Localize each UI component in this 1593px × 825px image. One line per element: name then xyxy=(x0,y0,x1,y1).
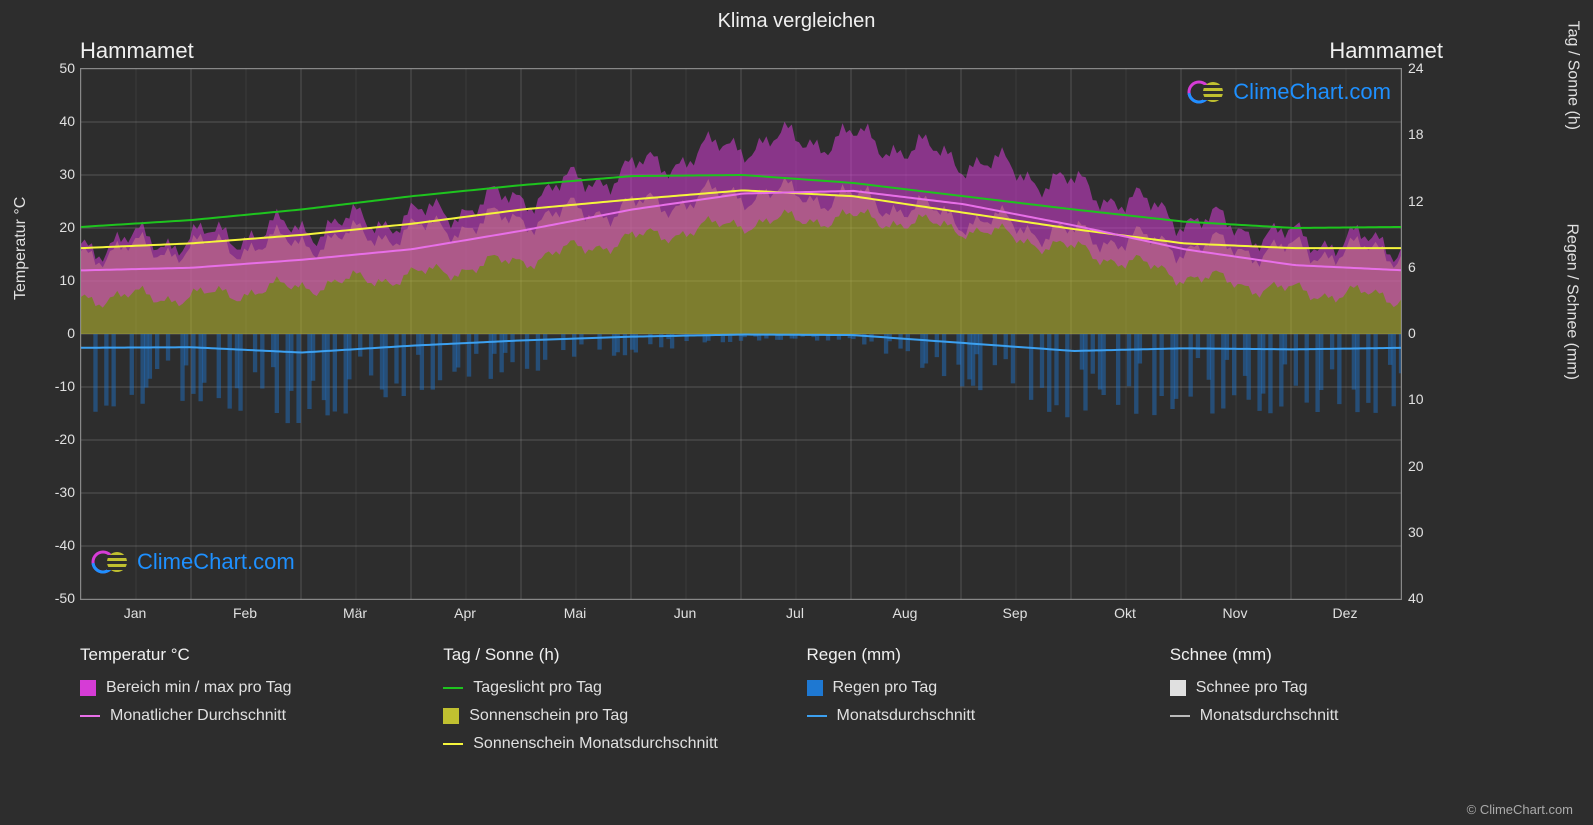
location-right-label: Hammamet xyxy=(1329,38,1443,64)
ytick-left: 50 xyxy=(35,60,75,76)
legend-item: Schnee pro Tag xyxy=(1170,679,1513,697)
ytick-right: 10 xyxy=(1408,391,1424,407)
chart-title: Klima vergleichen xyxy=(0,0,1593,33)
legend-item: Bereich min / max pro Tag xyxy=(80,679,423,697)
plot-area: ClimeChart.com ClimeChart.com xyxy=(80,68,1402,600)
swatch-box-icon xyxy=(443,708,459,724)
copyright-label: © ClimeChart.com xyxy=(1467,802,1573,817)
legend-item-label: Regen pro Tag xyxy=(833,679,938,697)
legend-item-label: Sonnenschein Monatsdurchschnitt xyxy=(473,735,718,753)
ytick-left: -20 xyxy=(35,431,75,447)
ytick-left: -30 xyxy=(35,484,75,500)
legend-item-label: Monatsdurchschnitt xyxy=(837,707,976,725)
ytick-right: 40 xyxy=(1408,590,1424,606)
legend-item-label: Monatlicher Durchschnitt xyxy=(110,707,286,725)
xtick: Jul xyxy=(786,605,804,621)
ytick-left: -50 xyxy=(35,590,75,606)
ytick-left: -10 xyxy=(35,378,75,394)
legend-item: Sonnenschein Monatsdurchschnitt xyxy=(443,735,786,753)
legend-item-label: Monatsdurchschnitt xyxy=(1200,707,1339,725)
xtick: Sep xyxy=(1003,605,1028,621)
legend-item-label: Tageslicht pro Tag xyxy=(473,679,602,697)
watermark-top: ClimeChart.com xyxy=(1187,77,1391,107)
legend-group: Tag / Sonne (h) Tageslicht pro Tag Sonnens… xyxy=(443,645,786,753)
xtick: Jan xyxy=(124,605,147,621)
ytick-left: 30 xyxy=(35,166,75,182)
legend-group-title: Regen (mm) xyxy=(807,645,1150,665)
ytick-left: 20 xyxy=(35,219,75,235)
swatch-line-icon xyxy=(1170,715,1190,717)
xtick: Aug xyxy=(893,605,918,621)
ytick-right: 20 xyxy=(1408,458,1424,474)
legend-group-title: Temperatur °C xyxy=(80,645,423,665)
legend-group: Schnee (mm) Schnee pro Tag Monatsdurchschn… xyxy=(1170,645,1513,753)
ytick-right: 30 xyxy=(1408,524,1424,540)
swatch-box-icon xyxy=(80,680,96,696)
swatch-line-icon xyxy=(807,715,827,717)
legend-item: Monatlicher Durchschnitt xyxy=(80,707,423,725)
ytick-right: 18 xyxy=(1408,126,1424,142)
legend-item: Monatsdurchschnitt xyxy=(1170,707,1513,725)
xtick: Okt xyxy=(1114,605,1136,621)
legend-item-label: Schnee pro Tag xyxy=(1196,679,1308,697)
legend: Temperatur °C Bereich min / max pro Tag Mo… xyxy=(80,645,1513,753)
xtick: Apr xyxy=(454,605,476,621)
logo-icon xyxy=(1187,77,1227,107)
watermark-brand-top: ClimeChart.com xyxy=(1233,79,1391,105)
watermark-brand-bottom: ClimeChart.com xyxy=(137,549,295,575)
xtick: Jun xyxy=(674,605,697,621)
legend-item: Tageslicht pro Tag xyxy=(443,679,786,697)
swatch-box-icon xyxy=(807,680,823,696)
y-axis-right-top-label: Tag / Sonne (h) xyxy=(1563,21,1581,130)
legend-item: Sonnenschein pro Tag xyxy=(443,707,786,725)
chart-container: Klima vergleichen Hammamet Hammamet Temp… xyxy=(0,0,1593,825)
xtick: Nov xyxy=(1223,605,1248,621)
legend-group-title: Schnee (mm) xyxy=(1170,645,1513,665)
xtick: Mai xyxy=(564,605,587,621)
location-left-label: Hammamet xyxy=(80,38,194,64)
ytick-right: 24 xyxy=(1408,60,1424,76)
legend-group: Regen (mm) Regen pro Tag Monatsdurchschnit… xyxy=(807,645,1150,753)
legend-group-title: Tag / Sonne (h) xyxy=(443,645,786,665)
swatch-line-icon xyxy=(443,743,463,745)
legend-item-label: Sonnenschein pro Tag xyxy=(469,707,628,725)
swatch-box-icon xyxy=(1170,680,1186,696)
ytick-left: -40 xyxy=(35,537,75,553)
ytick-right: 0 xyxy=(1408,325,1416,341)
xtick: Feb xyxy=(233,605,257,621)
logo-icon xyxy=(91,547,131,577)
ytick-left: 40 xyxy=(35,113,75,129)
legend-group: Temperatur °C Bereich min / max pro Tag Mo… xyxy=(80,645,423,753)
swatch-line-icon xyxy=(80,715,100,717)
swatch-line-icon xyxy=(443,687,463,689)
watermark-bottom: ClimeChart.com xyxy=(91,547,295,577)
ytick-right: 6 xyxy=(1408,259,1416,275)
xtick: Mär xyxy=(343,605,367,621)
y-axis-left-label: Temperatur °C xyxy=(12,197,30,300)
legend-item-label: Bereich min / max pro Tag xyxy=(106,679,292,697)
y-axis-right-bottom-label: Regen / Schnee (mm) xyxy=(1563,223,1581,380)
plot-svg xyxy=(81,69,1401,599)
legend-item: Monatsdurchschnitt xyxy=(807,707,1150,725)
ytick-left: 0 xyxy=(35,325,75,341)
ytick-left: 10 xyxy=(35,272,75,288)
xtick: Dez xyxy=(1333,605,1358,621)
legend-item: Regen pro Tag xyxy=(807,679,1150,697)
ytick-right: 12 xyxy=(1408,193,1424,209)
